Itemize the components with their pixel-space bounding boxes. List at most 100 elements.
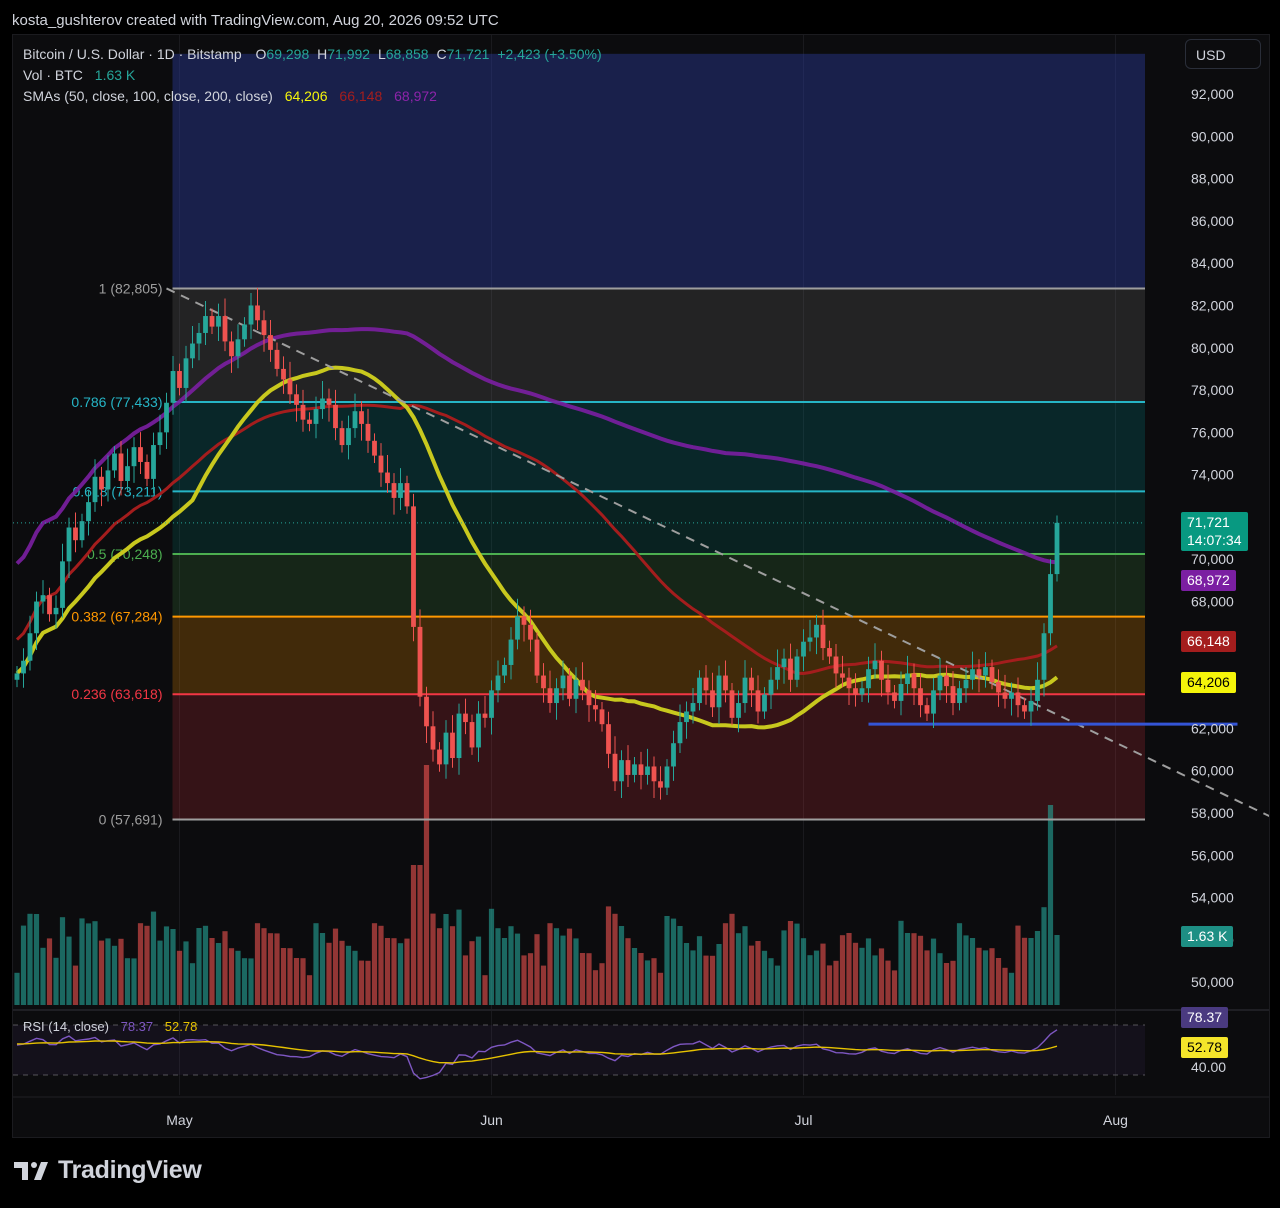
price-axis-tick: 70,000 <box>1191 551 1234 567</box>
volume-bar <box>462 955 469 1005</box>
sma50-price-label: 64,206 <box>1181 672 1236 693</box>
volume-bar <box>514 933 521 1005</box>
candle-body <box>378 455 384 473</box>
candle-body <box>931 690 936 714</box>
volume-bar <box>677 926 683 1005</box>
price-axis-tick: 82,000 <box>1191 297 1234 313</box>
candle-body <box>118 453 124 481</box>
volume-bar <box>508 926 514 1005</box>
candle-body <box>736 703 741 718</box>
volume-bar <box>176 950 183 1005</box>
candle-body <box>781 658 787 668</box>
candle-body <box>170 371 176 403</box>
candle-body <box>612 753 618 782</box>
candle-body <box>658 781 663 788</box>
volume-bar <box>1021 937 1028 1005</box>
candle-body <box>872 660 878 670</box>
candle-body <box>411 506 416 627</box>
volume-bar <box>807 955 813 1005</box>
candle-body <box>671 743 676 767</box>
volume-bar <box>124 958 131 1005</box>
volume-bar <box>612 913 618 1005</box>
volume-bar <box>163 926 170 1005</box>
candle-body <box>1015 692 1021 706</box>
candle-body <box>1028 700 1034 712</box>
candle-body <box>853 688 858 695</box>
candle-body <box>723 675 728 691</box>
volume-bar <box>352 950 358 1005</box>
volume-label[interactable]: Vol · BTC <box>23 67 83 83</box>
volume-bar <box>527 953 534 1005</box>
volume-bar <box>605 906 612 1005</box>
candle-body <box>944 675 949 687</box>
candle-body <box>216 316 221 327</box>
volume-bar <box>722 923 729 1005</box>
volume-bar <box>241 958 248 1005</box>
candle-body <box>645 766 650 775</box>
low-value: 68,858 <box>385 46 429 62</box>
trendline <box>166 287 1269 818</box>
volume-bar <box>800 938 807 1005</box>
candle-body <box>502 664 507 676</box>
sma50-value: 64,206 <box>284 88 328 104</box>
candle-body <box>469 722 475 748</box>
candle-body <box>1048 574 1053 634</box>
candle-body <box>762 694 767 712</box>
volume-bar <box>319 933 326 1005</box>
volume-bar <box>293 958 300 1005</box>
time-axis-tick: Jun <box>480 1112 503 1128</box>
candle-body <box>398 483 403 498</box>
candle-body <box>801 641 806 657</box>
symbol-name[interactable]: Bitcoin / U.S. Dollar · 1D · Bitstamp <box>23 46 242 62</box>
open-label: O <box>255 46 267 62</box>
candle-body <box>788 658 793 680</box>
sma-label[interactable]: SMAs (50, close, 100, close, 200, close) <box>23 88 273 104</box>
rsi-label[interactable]: RSI (14, close) <box>23 1019 109 1034</box>
candle-body <box>138 447 143 462</box>
price-axis-tick: 54,000 <box>1191 890 1234 906</box>
volume-bar <box>625 938 631 1005</box>
last-price-value: 71,721 <box>1187 514 1230 530</box>
candle-body <box>53 607 59 615</box>
tradingview-logo[interactable]: TradingView <box>14 1156 202 1185</box>
volume-bar <box>696 936 703 1005</box>
volume-bar <box>365 960 371 1005</box>
candle-body <box>560 675 566 689</box>
volume-bar <box>761 950 768 1005</box>
volume-bar <box>833 960 839 1005</box>
volume-bar <box>859 947 865 1005</box>
chart-canvas[interactable]: 1 (82,805) 0.786 (77,433) 0.618 (73,211) 0.… <box>13 35 1269 1137</box>
candle-body <box>261 320 267 336</box>
volume-bar <box>267 933 274 1005</box>
volume-bar <box>709 955 716 1005</box>
currency-button[interactable]: USD <box>1185 39 1261 69</box>
volume-bar <box>534 934 540 1005</box>
candle-body <box>814 624 819 638</box>
volume-bar <box>1054 935 1060 1005</box>
change-value: +2,423 (+3.50%) <box>497 46 602 62</box>
volume-bar <box>982 950 989 1005</box>
candle-body <box>528 624 533 640</box>
price-axis-tick: 74,000 <box>1191 467 1234 483</box>
volume-bar <box>729 913 735 1005</box>
volume-bar <box>40 947 46 1005</box>
candle-body <box>287 379 293 395</box>
volume-bar <box>202 925 209 1005</box>
chart-panel[interactable]: 1 (82,805) 0.786 (77,433) 0.618 (73,211) 0.… <box>12 34 1270 1138</box>
candle-body <box>274 349 280 369</box>
fib-zone <box>172 288 1145 403</box>
volume-bar <box>475 936 482 1005</box>
candle-body <box>963 679 969 689</box>
volume-bar <box>956 923 963 1005</box>
volume-bar <box>787 921 794 1005</box>
volume-bar <box>118 938 124 1005</box>
volume-bar <box>157 940 163 1005</box>
candle-body <box>385 472 390 484</box>
volume-bar <box>144 925 150 1005</box>
candle-body <box>66 527 72 562</box>
candle-body <box>430 726 436 750</box>
volume-bar <box>937 953 943 1005</box>
volume-bar <box>410 865 417 1005</box>
volume-bar <box>436 928 443 1005</box>
volume-bar <box>449 926 456 1005</box>
